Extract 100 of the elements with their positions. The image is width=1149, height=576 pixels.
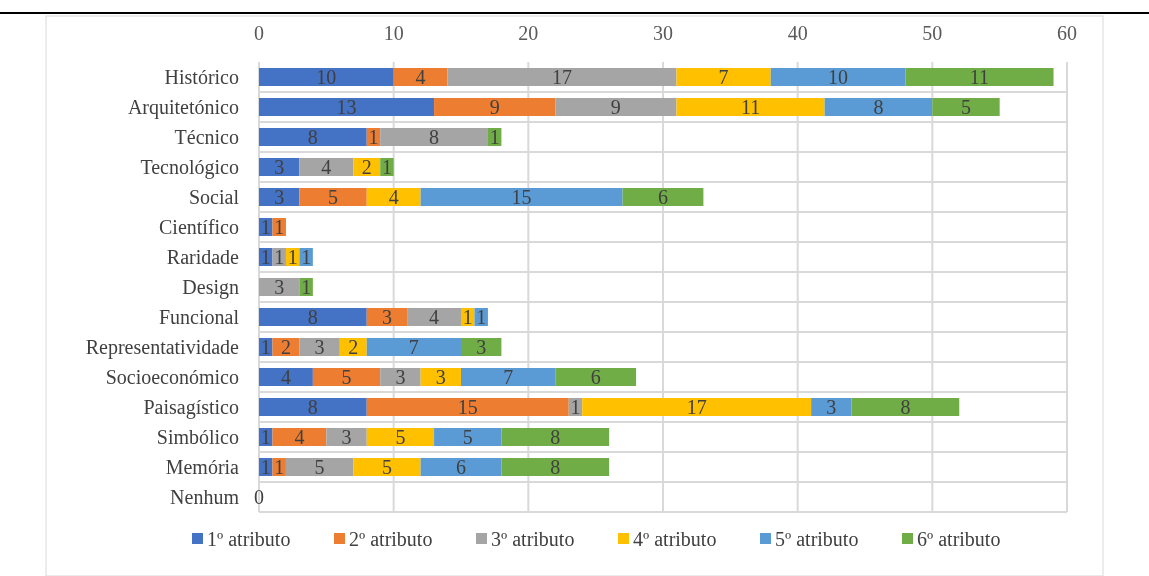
x-tick-label: 40: [787, 22, 808, 44]
bar: [326, 428, 367, 446]
legend-label: 1º atributo: [207, 528, 291, 550]
data-label: 15: [511, 186, 532, 208]
data-label: 3: [476, 336, 487, 358]
bar: [461, 338, 502, 356]
data-label: 1: [260, 426, 271, 448]
data-label: 5: [462, 426, 473, 448]
data-label: 13: [336, 96, 357, 118]
legend-label: 6º atributo: [917, 528, 1001, 550]
data-label: 1: [368, 126, 379, 148]
bar: [555, 368, 637, 386]
x-tick-label: 50: [922, 22, 943, 44]
data-label: 3: [381, 306, 392, 328]
bar: [622, 188, 704, 206]
bar: [380, 368, 421, 386]
data-label: 1: [274, 246, 285, 268]
y-tick-label: Técnico: [174, 126, 239, 148]
bar: [353, 458, 421, 476]
data-label: 8: [900, 396, 911, 418]
data-label: 1: [476, 306, 487, 328]
data-label: 5: [341, 366, 352, 388]
data-label: 1: [260, 246, 271, 268]
data-label: 8: [550, 456, 561, 478]
bar: [420, 188, 623, 206]
data-label: 2: [348, 336, 359, 358]
data-label: 3: [826, 396, 837, 418]
x-tick-label: 10: [383, 22, 404, 44]
data-label: 4: [429, 306, 440, 328]
bar: [299, 188, 367, 206]
bar: [259, 98, 435, 116]
bar: [259, 68, 394, 86]
bar: [434, 428, 502, 446]
data-label: 5: [381, 456, 392, 478]
bar: [380, 128, 488, 146]
bar: [259, 368, 313, 386]
bar: [420, 458, 502, 476]
data-label: 2: [361, 156, 372, 178]
legend-label: 4º atributo: [633, 528, 717, 550]
bar: [501, 458, 610, 476]
bar: [366, 428, 435, 446]
data-label: 8: [429, 126, 440, 148]
bar: [299, 338, 340, 356]
x-tick-label: 60: [1057, 22, 1077, 44]
data-label: 5: [961, 96, 971, 118]
data-label: 3: [395, 366, 406, 388]
data-label: 9: [610, 96, 621, 118]
bar: [676, 68, 771, 86]
data-label: 8: [307, 306, 318, 328]
y-tick-label: Tecnológico: [140, 156, 239, 179]
bar: [259, 398, 367, 416]
data-label: 1: [260, 336, 271, 358]
data-label: 5: [395, 426, 406, 448]
data-label: 7: [718, 66, 729, 88]
legend-label: 3º atributo: [491, 528, 575, 550]
data-label: 3: [341, 426, 352, 448]
y-tick-label: Representatividade: [85, 336, 240, 359]
data-label: 7: [503, 366, 514, 388]
data-label: 8: [550, 426, 561, 448]
bar: [272, 428, 327, 446]
y-tick-label: Simbólico: [156, 426, 239, 448]
bar: [393, 68, 448, 86]
data-label: 4: [415, 66, 426, 88]
bar: [932, 98, 1000, 116]
data-label: 4: [294, 426, 305, 448]
data-label: 5: [328, 186, 339, 208]
x-tick-label: 30: [653, 22, 673, 44]
bar: [447, 68, 677, 86]
y-tick-label: Paisagístico: [143, 396, 239, 419]
y-tick-label: Nenhum: [170, 486, 240, 508]
data-label: 1: [381, 156, 392, 178]
bar: [259, 158, 300, 176]
legend-label: 2º atributo: [349, 528, 433, 550]
bar: [285, 458, 354, 476]
bar: [851, 398, 960, 416]
bar: [676, 98, 825, 116]
y-tick-label: Raridade: [166, 246, 240, 268]
bar: [366, 398, 569, 416]
bar: [366, 188, 421, 206]
data-label: 9: [489, 96, 500, 118]
bar: [259, 308, 367, 326]
data-label: 0: [254, 486, 264, 508]
data-label: 10: [828, 66, 849, 88]
legend-label: 5º atributo: [775, 528, 859, 550]
y-tick-label: Social: [189, 186, 240, 208]
data-label: 1: [301, 276, 312, 298]
bar: [299, 158, 354, 176]
bar: [312, 368, 381, 386]
x-tick-label: 0: [254, 22, 264, 44]
data-label: 8: [873, 96, 884, 118]
data-label: 10: [316, 66, 337, 88]
data-label: 11: [969, 66, 990, 88]
bar: [811, 398, 852, 416]
data-label: 1: [301, 246, 312, 268]
bar: [259, 128, 367, 146]
y-tick-label: Histórico: [164, 66, 239, 88]
bar: [434, 98, 556, 116]
y-tick-label: Científico: [159, 216, 239, 238]
bar: [905, 68, 1054, 86]
y-tick-label: Socioeconómico: [105, 366, 239, 388]
